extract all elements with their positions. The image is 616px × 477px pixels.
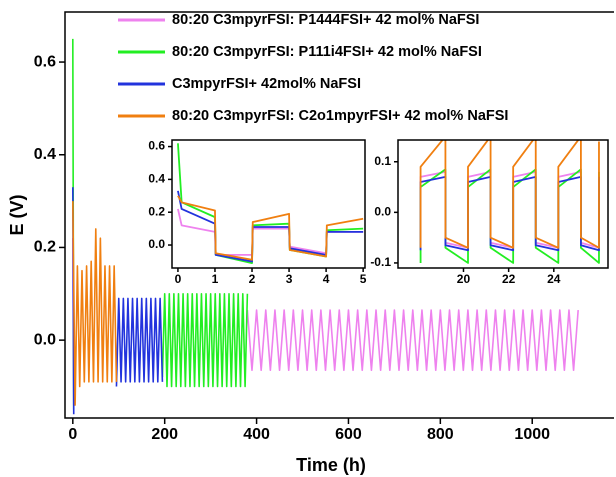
x-tick-label: 2 bbox=[249, 272, 256, 286]
y-tick-label: 0.4 bbox=[34, 146, 56, 163]
legend-label: 80:20 C3mpyrFSI: P1444FSI+ 42 mol% NaFSI bbox=[172, 12, 479, 28]
x-tick-label: 200 bbox=[151, 426, 178, 443]
y-tick-label: 0.2 bbox=[148, 204, 165, 218]
inset-background bbox=[398, 140, 608, 268]
y-tick-label: 0.4 bbox=[148, 172, 165, 186]
y-tick-label: 0.6 bbox=[34, 53, 56, 70]
axis-frame bbox=[171, 139, 366, 269]
y-tick-label: -0.1 bbox=[370, 255, 391, 269]
x-tick-label: 800 bbox=[427, 426, 454, 443]
plot-area bbox=[419, 140, 600, 264]
data-line bbox=[177, 195, 364, 261]
axis-frame bbox=[64, 11, 614, 419]
data-line bbox=[419, 140, 600, 249]
x-tick-label: 24 bbox=[547, 272, 561, 286]
legend-label: C3mpyrFSI+ 42mol% NaFSI bbox=[172, 76, 361, 92]
legend-label: 80:20 C3mpyrFSI: C2o1mpyrFSI+ 42 mol% Na… bbox=[172, 108, 508, 124]
plot-area bbox=[177, 143, 364, 264]
x-tick-label: 0 bbox=[175, 272, 182, 286]
x-tick-label: 600 bbox=[335, 426, 362, 443]
x-tick-label: 1 bbox=[212, 272, 219, 286]
y-tick-label: 0.0 bbox=[34, 331, 56, 348]
y-tick-label: 0.0 bbox=[374, 205, 391, 219]
x-tick-label: 4 bbox=[323, 272, 330, 286]
legend-label: 80:20 C3mpyrFSI: P111i4FSI+ 42 mol% NaFS… bbox=[172, 44, 482, 60]
x-tick-label: 22 bbox=[502, 272, 516, 286]
x-tick-label: 5 bbox=[360, 272, 367, 286]
data-line bbox=[72, 201, 118, 406]
y-tick-label: 0.0 bbox=[148, 237, 165, 251]
x-tick-label: 0 bbox=[68, 426, 77, 443]
x-axis-label: Time (h) bbox=[296, 455, 366, 475]
inset-background bbox=[172, 140, 365, 268]
x-tick-label: 3 bbox=[286, 272, 293, 286]
y-axis-label: E (V) bbox=[7, 194, 27, 235]
x-tick-label: 1000 bbox=[514, 426, 550, 443]
plot-area bbox=[72, 38, 579, 415]
x-tick-label: 20 bbox=[457, 272, 471, 286]
y-tick-label: 0.6 bbox=[148, 139, 165, 153]
x-tick-label: 400 bbox=[243, 426, 270, 443]
y-tick-label: 0.2 bbox=[34, 239, 56, 256]
y-tick-label: 0.1 bbox=[374, 154, 391, 168]
axis-frame bbox=[397, 139, 609, 269]
